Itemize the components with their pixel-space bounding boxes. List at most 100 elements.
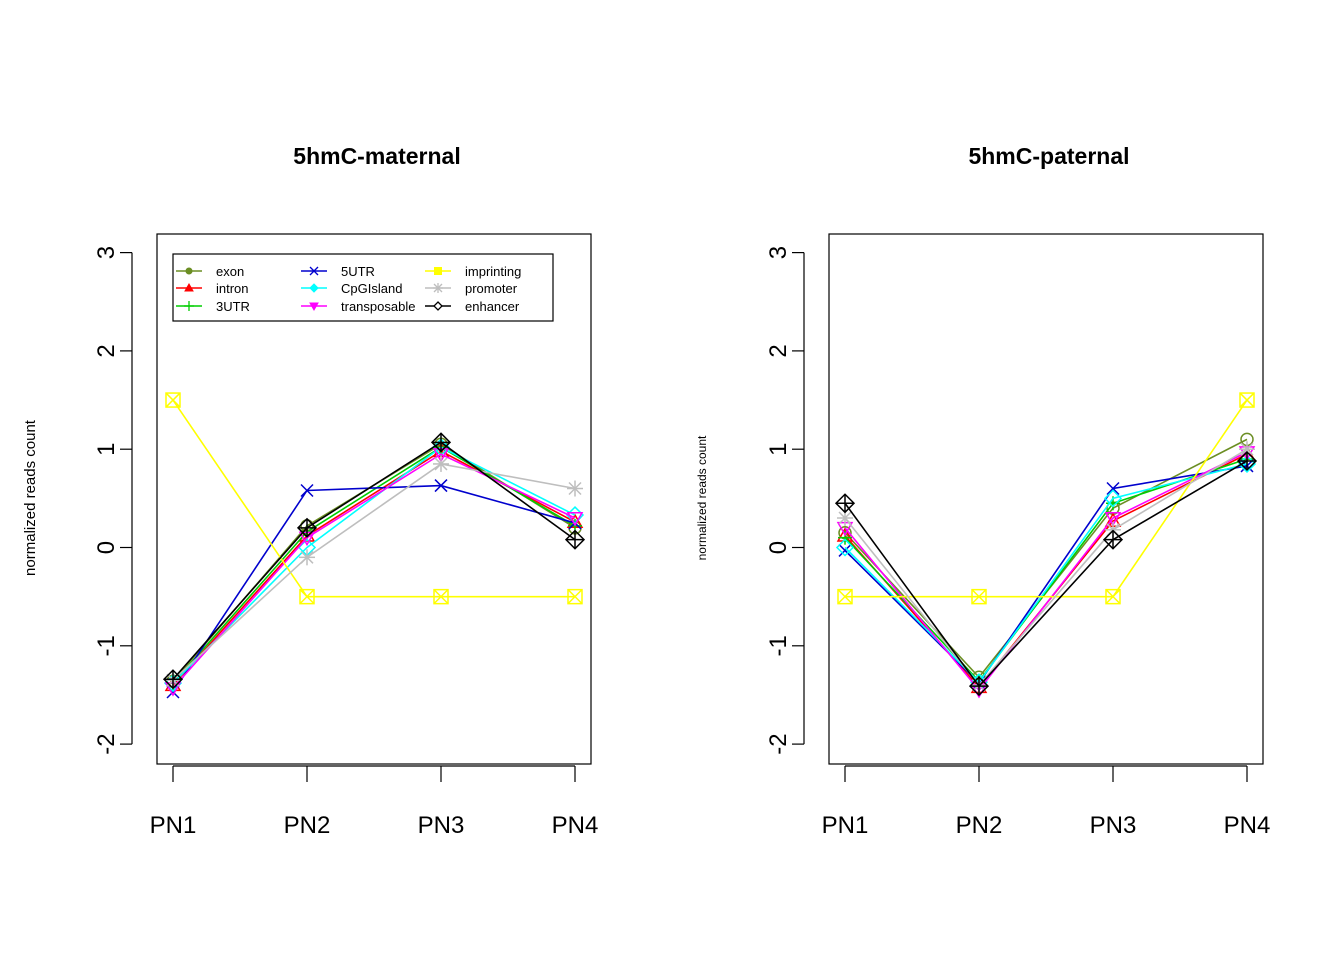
legend-label-promoter: promoter [465, 281, 518, 296]
data-point-enhancer [968, 676, 990, 697]
x-tick-label: PN4 [1224, 812, 1271, 839]
legend-key-5utr [301, 266, 327, 276]
y-tick-label: 3 [93, 246, 120, 259]
series-imprinting [837, 392, 1255, 605]
series-line-cpgisland [172, 446, 576, 684]
data-point-enhancer [834, 493, 856, 514]
chart-title: 5hmC-maternal [293, 143, 460, 169]
y-tick-label: 0 [93, 541, 120, 554]
data-point-transposable [566, 512, 584, 527]
data-point-enhancer [430, 432, 452, 453]
series-line-transposable [172, 453, 576, 689]
data-point-imprinting [837, 588, 853, 605]
data-point-imprinting [971, 588, 987, 605]
data-point-cpgisland [1103, 489, 1123, 508]
series-line-promoter [844, 448, 1248, 687]
data-point-promoter [1239, 441, 1255, 458]
legend-key-exon [176, 267, 202, 275]
y-axis: -2 -1 0 1 2 3 [765, 246, 805, 755]
series-imprinting [165, 392, 583, 605]
x-tick-label: PN3 [1090, 812, 1137, 839]
x-axis: PN1 PN2 PN3 PN4 [150, 765, 599, 839]
y-axis: -2 -1 0 1 2 3 [93, 246, 133, 755]
data-point-cpgisland [835, 538, 855, 557]
panel-paternal: 5hmC-paternal normalized reads count -2-… [695, 143, 1270, 839]
legend-key-intron [176, 282, 202, 292]
data-point-imprinting [433, 588, 449, 605]
x-tick-label: PN1 [822, 812, 869, 839]
legend-box [172, 253, 554, 322]
legend-key-promoter [425, 283, 451, 293]
data-point-promoter [567, 480, 583, 497]
legend-marker-cpgisland [309, 283, 319, 293]
legend-label-exon: exon [216, 264, 244, 279]
data-point-enhancer [1102, 529, 1124, 550]
y-tick-label: 1 [765, 443, 792, 456]
x-tick-label: PN1 [150, 812, 197, 839]
data-point-promoter [299, 549, 315, 566]
legend-marker-transposable [309, 302, 319, 312]
data-point-5utr [838, 543, 852, 557]
legend-marker-3utr [184, 301, 194, 311]
series-line-5utr [172, 484, 576, 693]
x-tick-label: PN2 [284, 812, 331, 839]
data-point-3utr [838, 530, 852, 545]
y-tick-label: -1 [93, 635, 120, 656]
legend-key-3utr [176, 301, 202, 311]
data-point-imprinting [299, 588, 315, 605]
series-line-enhancer [172, 441, 576, 680]
legend-label-5utr: 5UTR [341, 264, 375, 279]
x-tick-label: PN3 [418, 812, 465, 839]
x-tick-label: PN4 [552, 812, 599, 839]
legend-key-imprinting [425, 267, 451, 275]
data-point-promoter [433, 455, 449, 472]
y-tick-label: -2 [765, 733, 792, 754]
series-line-transposable [844, 451, 1248, 692]
plot-frame [828, 233, 1264, 765]
y-tick-label: -2 [93, 733, 120, 754]
legend-label-transposable: transposable [341, 299, 415, 314]
y-axis-label: normalized reads count [22, 419, 39, 576]
legend-marker-promoter [433, 283, 443, 293]
data-point-imprinting [165, 392, 181, 408]
y-tick-label: 2 [93, 344, 120, 357]
y-tick-label: 1 [93, 443, 120, 456]
legend-label-3utr: 3UTR [216, 299, 250, 314]
legend-label-intron: intron [216, 281, 249, 296]
data-point-5utr [1106, 481, 1120, 496]
panel-maternal: 5hmC-maternal normalized reads count -2-… [22, 143, 598, 839]
data-point-5utr [434, 479, 448, 493]
data-point-enhancer [564, 529, 586, 550]
series-layer [162, 392, 586, 699]
data-point-enhancer [296, 517, 318, 538]
chart-title: 5hmC-paternal [968, 143, 1129, 169]
series-line-cpgisland [844, 463, 1248, 684]
data-point-enhancer [162, 669, 184, 690]
plot-frame [156, 233, 592, 765]
legend-marker-exon [185, 267, 193, 275]
legend-marker-5utr [309, 266, 319, 276]
legend-marker-intron [184, 282, 194, 292]
y-tick-label: 2 [765, 344, 792, 357]
series-layer [834, 392, 1258, 699]
data-point-imprinting [567, 588, 583, 605]
legend-label-imprinting: imprinting [465, 264, 521, 279]
legend-label-cpgisland: CpGIsland [341, 281, 402, 296]
series-line-imprinting [172, 399, 575, 598]
series-enhancer [162, 432, 586, 690]
y-tick-label: 0 [765, 541, 792, 554]
legend-label-enhancer: enhancer [465, 299, 520, 314]
series-line-enhancer [844, 460, 1248, 688]
legend-marker-imprinting [434, 267, 442, 275]
data-point-5utr [300, 483, 314, 498]
series-line-5utr [844, 465, 1248, 685]
data-point-cpgisland [431, 438, 451, 457]
x-tick-label: PN2 [956, 812, 1003, 839]
legend-key-transposable [301, 302, 327, 312]
data-point-imprinting [1239, 392, 1255, 408]
y-tick-label: -1 [765, 635, 792, 656]
series-line-promoter [172, 463, 576, 681]
